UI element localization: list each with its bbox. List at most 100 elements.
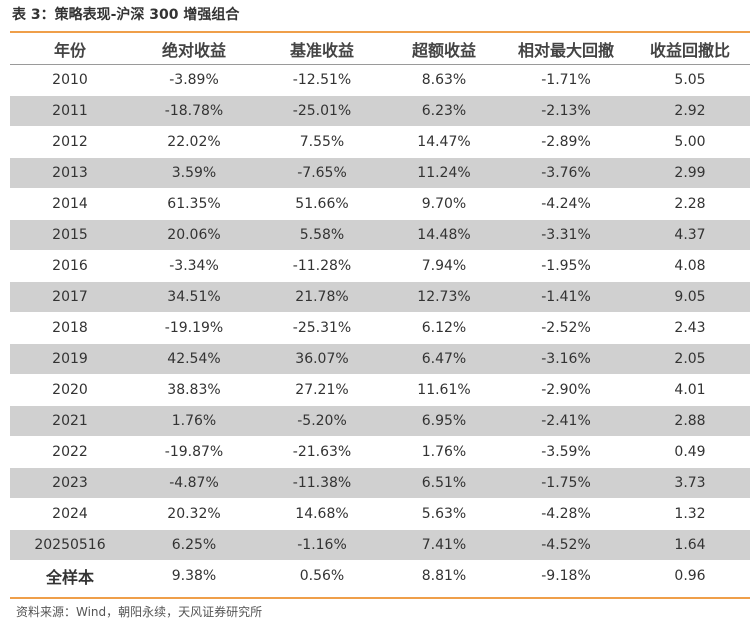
year-cell: 2015: [10, 219, 130, 251]
year-cell: 20250516: [10, 529, 130, 561]
year-cell: 2024: [10, 498, 130, 530]
table-row: 2015 20.06% 5.58% 14.48% -3.31% 4.37: [10, 219, 750, 251]
year-cell: 2017: [10, 281, 130, 313]
table-row: 2018 -19.19% -25.31% 6.12% -2.52% 2.43: [10, 312, 750, 344]
table-row: 2017 34.51% 21.78% 12.73% -1.41% 9.05: [10, 281, 750, 313]
excess-return-cell: 7.41%: [386, 529, 502, 561]
return-drawdown-ratio-cell: 2.88: [630, 405, 750, 437]
year-cell: 2013: [10, 157, 130, 189]
year-cell: 2019: [10, 343, 130, 375]
absolute-return-cell: 34.51%: [130, 281, 258, 313]
benchmark-return-cell: -5.20%: [258, 405, 386, 437]
col-header-return-drawdown-ratio: 收益回撤比: [630, 33, 750, 65]
year-cell: 2014: [10, 188, 130, 220]
benchmark-return-cell: -12.51%: [258, 64, 386, 96]
table-body: 2010 -3.89% -12.51% 8.63% -1.71% 5.05 2011 -18.…: [10, 64, 750, 592]
excess-return-cell: 6.47%: [386, 343, 502, 375]
absolute-return-cell: -19.87%: [130, 436, 258, 468]
absolute-return-cell: 1.76%: [130, 405, 258, 437]
return-drawdown-ratio-cell: 2.92: [630, 95, 750, 127]
excess-return-cell: 11.61%: [386, 374, 502, 406]
col-header-excess-return: 超额收益: [386, 33, 502, 65]
table-row: 2022 -19.87% -21.63% 1.76% -3.59% 0.49: [10, 436, 750, 468]
benchmark-return-cell: 36.07%: [258, 343, 386, 375]
absolute-return-cell: -19.19%: [130, 312, 258, 344]
return-drawdown-ratio-cell: 1.64: [630, 529, 750, 561]
relative-max-drawdown-cell: -2.52%: [502, 312, 630, 344]
relative-max-drawdown-cell: -1.41%: [502, 281, 630, 313]
relative-max-drawdown-cell: -4.52%: [502, 529, 630, 561]
excess-return-cell: 7.94%: [386, 250, 502, 282]
table-row: 2019 42.54% 36.07% 6.47% -3.16% 2.05: [10, 343, 750, 375]
relative-max-drawdown-cell: -9.18%: [502, 560, 630, 592]
table-row: 2014 61.35% 51.66% 9.70% -4.24% 2.28: [10, 188, 750, 220]
benchmark-return-cell: 51.66%: [258, 188, 386, 220]
relative-max-drawdown-cell: -1.75%: [502, 467, 630, 499]
excess-return-cell: 11.24%: [386, 157, 502, 189]
return-drawdown-ratio-cell: 2.28: [630, 188, 750, 220]
table-title: 表 3：策略表现-沪深 300 增强组合: [12, 7, 240, 23]
return-drawdown-ratio-cell: 4.37: [630, 219, 750, 251]
table-row: 2020 38.83% 27.21% 11.61% -2.90% 4.01: [10, 374, 750, 406]
absolute-return-cell: -3.89%: [130, 64, 258, 96]
excess-return-cell: 1.76%: [386, 436, 502, 468]
return-drawdown-ratio-cell: 5.00: [630, 126, 750, 158]
benchmark-return-cell: 7.55%: [258, 126, 386, 158]
return-drawdown-ratio-cell: 5.05: [630, 64, 750, 96]
year-cell: 2023: [10, 467, 130, 499]
excess-return-cell: 6.12%: [386, 312, 502, 344]
table-row: 2013 3.59% -7.65% 11.24% -3.76% 2.99: [10, 157, 750, 189]
top-rule: [10, 31, 750, 33]
benchmark-return-cell: -1.16%: [258, 529, 386, 561]
table-row: 2024 20.32% 14.68% 5.63% -4.28% 1.32: [10, 498, 750, 530]
absolute-return-cell: 22.02%: [130, 126, 258, 158]
absolute-return-cell: -18.78%: [130, 95, 258, 127]
benchmark-return-cell: -7.65%: [258, 157, 386, 189]
year-cell: 2020: [10, 374, 130, 406]
benchmark-return-cell: 27.21%: [258, 374, 386, 406]
excess-return-cell: 14.47%: [386, 126, 502, 158]
col-header-relative-max-drawdown: 相对最大回撤: [502, 33, 630, 65]
year-cell: 全样本: [10, 560, 130, 592]
benchmark-return-cell: 21.78%: [258, 281, 386, 313]
absolute-return-cell: -3.34%: [130, 250, 258, 282]
return-drawdown-ratio-cell: 4.01: [630, 374, 750, 406]
return-drawdown-ratio-cell: 4.08: [630, 250, 750, 282]
benchmark-return-cell: -25.01%: [258, 95, 386, 127]
absolute-return-cell: 42.54%: [130, 343, 258, 375]
year-cell: 2016: [10, 250, 130, 282]
year-cell: 2021: [10, 405, 130, 437]
table-row: 2016 -3.34% -11.28% 7.94% -1.95% 4.08: [10, 250, 750, 282]
table-row: 2021 1.76% -5.20% 6.95% -2.41% 2.88: [10, 405, 750, 437]
relative-max-drawdown-cell: -4.28%: [502, 498, 630, 530]
absolute-return-cell: 61.35%: [130, 188, 258, 220]
benchmark-return-cell: -25.31%: [258, 312, 386, 344]
relative-max-drawdown-cell: -2.89%: [502, 126, 630, 158]
relative-max-drawdown-cell: -2.90%: [502, 374, 630, 406]
excess-return-cell: 12.73%: [386, 281, 502, 313]
benchmark-return-cell: 5.58%: [258, 219, 386, 251]
absolute-return-cell: 20.06%: [130, 219, 258, 251]
absolute-return-cell: 20.32%: [130, 498, 258, 530]
benchmark-return-cell: 0.56%: [258, 560, 386, 592]
table-row: 2011 -18.78% -25.01% 6.23% -2.13% 2.92: [10, 95, 750, 127]
table-row: 2023 -4.87% -11.38% 6.51% -1.75% 3.73: [10, 467, 750, 499]
table-row: 2012 22.02% 7.55% 14.47% -2.89% 5.00: [10, 126, 750, 158]
header-row: 年份 绝对收益 基准收益 超额收益 相对最大回撤 收益回撤比: [10, 33, 750, 65]
excess-return-cell: 6.23%: [386, 95, 502, 127]
return-drawdown-ratio-cell: 1.32: [630, 498, 750, 530]
return-drawdown-ratio-cell: 3.73: [630, 467, 750, 499]
benchmark-return-cell: -11.38%: [258, 467, 386, 499]
excess-return-cell: 8.81%: [386, 560, 502, 592]
absolute-return-cell: 9.38%: [130, 560, 258, 592]
excess-return-cell: 8.63%: [386, 64, 502, 96]
relative-max-drawdown-cell: -1.71%: [502, 64, 630, 96]
return-drawdown-ratio-cell: 9.05: [630, 281, 750, 313]
excess-return-cell: 14.48%: [386, 219, 502, 251]
year-cell: 2011: [10, 95, 130, 127]
table-row: 全样本 9.38% 0.56% 8.81% -9.18% 0.96: [10, 560, 750, 592]
year-cell: 2018: [10, 312, 130, 344]
absolute-return-cell: 6.25%: [130, 529, 258, 561]
col-header-absolute-return: 绝对收益: [130, 33, 258, 65]
